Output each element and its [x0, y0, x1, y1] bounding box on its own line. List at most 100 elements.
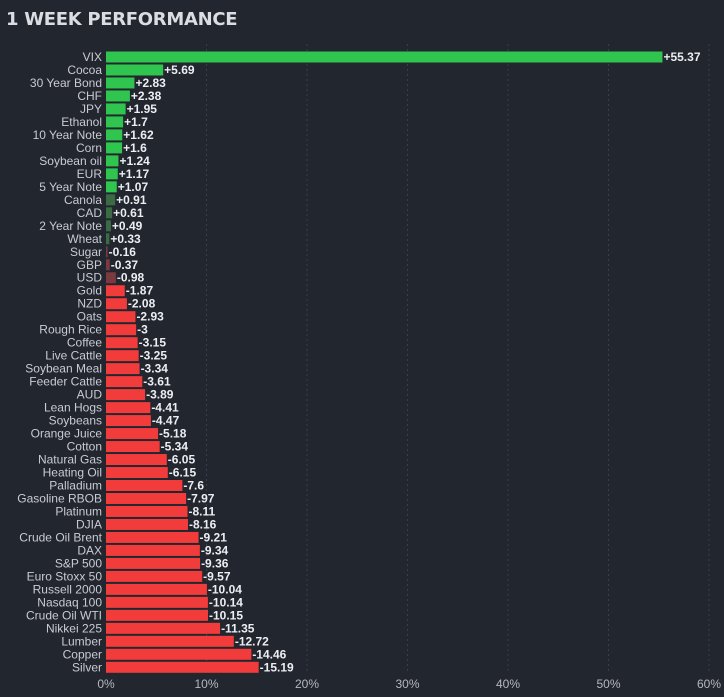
category-label: Soybean Meal [25, 362, 102, 376]
bar [106, 415, 151, 427]
value-label: -3.89 [146, 388, 174, 402]
bar [106, 492, 187, 504]
bar [106, 259, 110, 271]
x-tick-label: 50% [596, 677, 620, 691]
bar [106, 90, 130, 102]
bar [106, 635, 234, 647]
category-label: Rough Rice [39, 323, 102, 337]
bar [106, 168, 118, 180]
bar [106, 596, 208, 608]
value-label: +1.6 [123, 141, 147, 155]
value-label: +5.69 [164, 63, 195, 77]
category-label: JPY [80, 102, 102, 116]
value-label: -3.25 [140, 349, 168, 363]
bar [106, 609, 209, 621]
value-label: +2.38 [131, 89, 162, 103]
category-label: 30 Year Bond [30, 76, 102, 90]
value-label: -2.08 [128, 297, 156, 311]
category-label: Wheat [67, 232, 102, 246]
category-label: CAD [77, 206, 103, 220]
bar [106, 103, 126, 115]
value-label: -1.87 [126, 284, 154, 298]
bar [106, 350, 139, 362]
category-label: Natural Gas [38, 453, 102, 467]
value-label: -9.57 [203, 569, 231, 583]
value-label: +1.7 [124, 115, 148, 129]
value-label: +1.62 [123, 128, 154, 142]
value-label: -5.34 [161, 440, 189, 454]
value-label: -4.47 [152, 414, 180, 428]
category-label: S&P 500 [55, 556, 102, 570]
category-label: Platinum [55, 504, 102, 518]
category-label: 2 Year Note [39, 219, 102, 233]
bar [106, 467, 168, 479]
bar [106, 376, 143, 388]
category-label: 5 Year Note [39, 180, 102, 194]
category-label: USD [77, 271, 103, 285]
bar [106, 648, 252, 660]
category-label: 10 Year Note [33, 128, 103, 142]
category-label: Corn [76, 141, 102, 155]
category-label: Nikkei 225 [46, 621, 102, 635]
category-label: Orange Juice [31, 427, 103, 441]
bar [106, 298, 127, 310]
bar [106, 142, 123, 154]
bar [106, 389, 146, 401]
value-label: -5.18 [159, 427, 187, 441]
category-label: DJIA [76, 517, 102, 531]
value-label: -3 [137, 323, 148, 337]
value-label: -14.46 [252, 647, 286, 661]
x-tick-label: 10% [194, 677, 218, 691]
category-label: Coffee [67, 336, 102, 350]
value-label: -7.6 [183, 479, 204, 493]
bar [106, 311, 136, 323]
value-label: -0.37 [111, 258, 139, 272]
value-label: -7.97 [187, 491, 215, 505]
value-label: -9.34 [201, 543, 229, 557]
value-label: -2.93 [136, 310, 164, 324]
value-label: -9.36 [201, 556, 229, 570]
category-label: Oats [77, 310, 102, 324]
bar [106, 505, 188, 517]
category-label: Live Cattle [45, 349, 102, 363]
bar [106, 441, 160, 453]
category-label: Lean Hogs [44, 401, 102, 415]
bar [106, 402, 151, 414]
value-label: -4.41 [151, 401, 179, 415]
bar [106, 181, 117, 193]
x-tick-label: 20% [295, 677, 319, 691]
bar [106, 77, 135, 89]
category-label: Cotton [67, 440, 102, 454]
bar [106, 480, 183, 492]
value-label: +0.61 [113, 206, 144, 220]
category-label: Lumber [61, 634, 102, 648]
value-label: +0.91 [116, 193, 147, 207]
category-label: GBP [77, 258, 102, 272]
category-label: Sugar [70, 245, 102, 259]
bar [106, 64, 164, 76]
category-label: AUD [77, 388, 103, 402]
value-label: -3.61 [143, 375, 171, 389]
bar [106, 622, 221, 634]
category-label: EUR [77, 167, 103, 181]
category-label: CHF [77, 89, 102, 103]
bar [106, 337, 138, 349]
value-label: -15.19 [260, 660, 294, 674]
category-label: Nasdaq 100 [37, 595, 102, 609]
category-label: Silver [72, 660, 102, 674]
value-label: +0.33 [110, 232, 141, 246]
value-label: +0.49 [112, 219, 143, 233]
category-label: DAX [77, 543, 102, 557]
value-label: +2.83 [135, 76, 166, 90]
value-label: +1.07 [118, 180, 149, 194]
bar [106, 207, 113, 219]
bar [106, 285, 125, 297]
value-label: -3.15 [139, 336, 167, 350]
bar [106, 246, 108, 258]
chart-title: 1 WEEK PERFORMANCE [6, 9, 238, 30]
value-label: -8.16 [189, 517, 217, 531]
category-label: Soybean oil [39, 154, 102, 168]
category-label: Feeder Cattle [29, 375, 102, 389]
category-label: Canola [64, 193, 102, 207]
